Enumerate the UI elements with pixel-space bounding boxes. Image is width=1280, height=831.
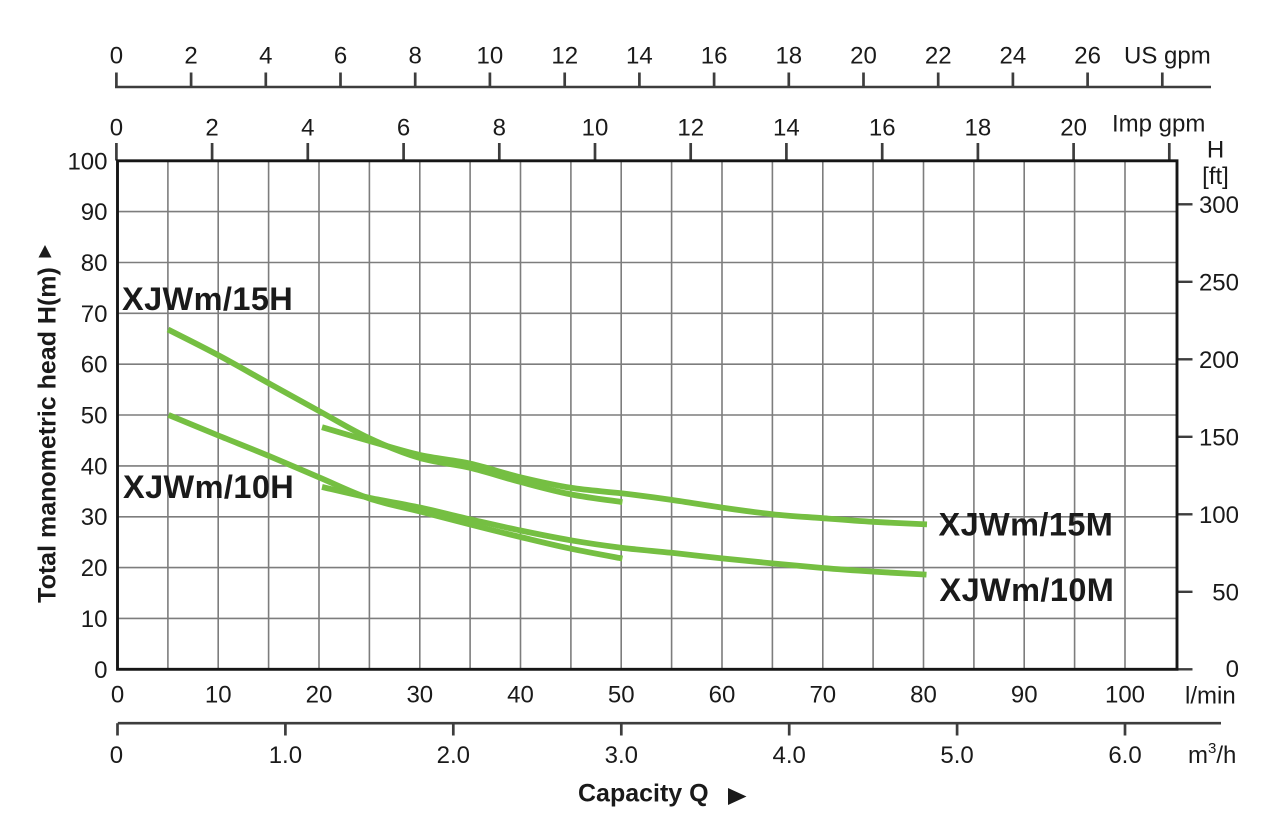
svg-text:3.0: 3.0 bbox=[605, 742, 638, 769]
svg-text:100: 100 bbox=[67, 148, 107, 175]
svg-text:Total manometric head H(m): Total manometric head H(m) bbox=[34, 267, 62, 603]
svg-text:0: 0 bbox=[110, 115, 123, 142]
svg-text:100: 100 bbox=[1105, 682, 1145, 709]
svg-text:14: 14 bbox=[626, 43, 653, 70]
svg-text:1.0: 1.0 bbox=[269, 742, 302, 769]
svg-text:XJWm/10H: XJWm/10H bbox=[123, 469, 294, 505]
svg-text:XJWm/10M: XJWm/10M bbox=[940, 572, 1115, 608]
svg-text:0: 0 bbox=[110, 742, 123, 769]
svg-text:m3/h: m3/h bbox=[1188, 740, 1236, 769]
svg-text:16: 16 bbox=[869, 115, 896, 142]
svg-text:14: 14 bbox=[773, 115, 800, 142]
svg-text:50: 50 bbox=[1212, 579, 1239, 606]
svg-text:10: 10 bbox=[81, 606, 108, 633]
svg-text:6: 6 bbox=[397, 115, 410, 142]
svg-text:22: 22 bbox=[925, 43, 952, 70]
svg-text:30: 30 bbox=[406, 682, 433, 709]
svg-text:4: 4 bbox=[259, 43, 272, 70]
svg-text:Imp gpm: Imp gpm bbox=[1112, 111, 1205, 138]
svg-text:10: 10 bbox=[477, 43, 504, 70]
svg-text:[ft]: [ft] bbox=[1202, 163, 1229, 190]
svg-text:18: 18 bbox=[965, 115, 992, 142]
svg-text:4: 4 bbox=[301, 115, 314, 142]
svg-text:70: 70 bbox=[809, 682, 836, 709]
svg-text:6.0: 6.0 bbox=[1108, 742, 1141, 769]
svg-text:50: 50 bbox=[608, 682, 635, 709]
svg-text:US gpm: US gpm bbox=[1124, 43, 1211, 70]
svg-text:2: 2 bbox=[184, 43, 197, 70]
svg-text:10: 10 bbox=[582, 115, 609, 142]
svg-text:90: 90 bbox=[81, 199, 108, 226]
svg-text:16: 16 bbox=[701, 43, 728, 70]
svg-text:2.0: 2.0 bbox=[437, 742, 470, 769]
svg-text:20: 20 bbox=[850, 43, 877, 70]
svg-text:24: 24 bbox=[1000, 43, 1027, 70]
svg-text:20: 20 bbox=[306, 682, 333, 709]
svg-text:150: 150 bbox=[1199, 424, 1239, 451]
svg-text:250: 250 bbox=[1199, 269, 1239, 296]
svg-text:H: H bbox=[1207, 137, 1224, 164]
svg-text:20: 20 bbox=[81, 555, 108, 582]
svg-text:10: 10 bbox=[205, 682, 232, 709]
svg-text:200: 200 bbox=[1199, 347, 1239, 374]
svg-text:60: 60 bbox=[81, 352, 108, 379]
svg-text:40: 40 bbox=[81, 453, 108, 480]
svg-text:2: 2 bbox=[205, 115, 218, 142]
svg-text:l/min: l/min bbox=[1185, 683, 1236, 710]
svg-text:80: 80 bbox=[910, 682, 937, 709]
svg-text:12: 12 bbox=[677, 115, 704, 142]
svg-text:8: 8 bbox=[409, 43, 422, 70]
svg-text:60: 60 bbox=[709, 682, 736, 709]
svg-text:0: 0 bbox=[111, 682, 124, 709]
svg-text:30: 30 bbox=[81, 504, 108, 531]
svg-text:50: 50 bbox=[81, 403, 108, 430]
svg-text:0: 0 bbox=[94, 657, 107, 684]
svg-text:20: 20 bbox=[1060, 115, 1087, 142]
svg-text:26: 26 bbox=[1074, 43, 1101, 70]
svg-text:8: 8 bbox=[493, 115, 506, 142]
svg-text:18: 18 bbox=[775, 43, 802, 70]
svg-text:100: 100 bbox=[1199, 502, 1239, 529]
svg-text:90: 90 bbox=[1011, 682, 1038, 709]
svg-text:12: 12 bbox=[551, 43, 578, 70]
svg-text:4.0: 4.0 bbox=[773, 742, 806, 769]
svg-text:6: 6 bbox=[334, 43, 347, 70]
svg-text:0: 0 bbox=[110, 43, 123, 70]
svg-text:Capacity Q: Capacity Q bbox=[578, 780, 709, 808]
svg-text:XJWm/15M: XJWm/15M bbox=[939, 507, 1114, 543]
svg-text:80: 80 bbox=[81, 250, 108, 277]
svg-text:0: 0 bbox=[1226, 656, 1239, 683]
svg-text:70: 70 bbox=[81, 301, 108, 328]
svg-text:300: 300 bbox=[1199, 192, 1239, 219]
svg-text:5.0: 5.0 bbox=[940, 742, 973, 769]
svg-text:40: 40 bbox=[507, 682, 534, 709]
svg-text:XJWm/15H: XJWm/15H bbox=[122, 281, 293, 317]
